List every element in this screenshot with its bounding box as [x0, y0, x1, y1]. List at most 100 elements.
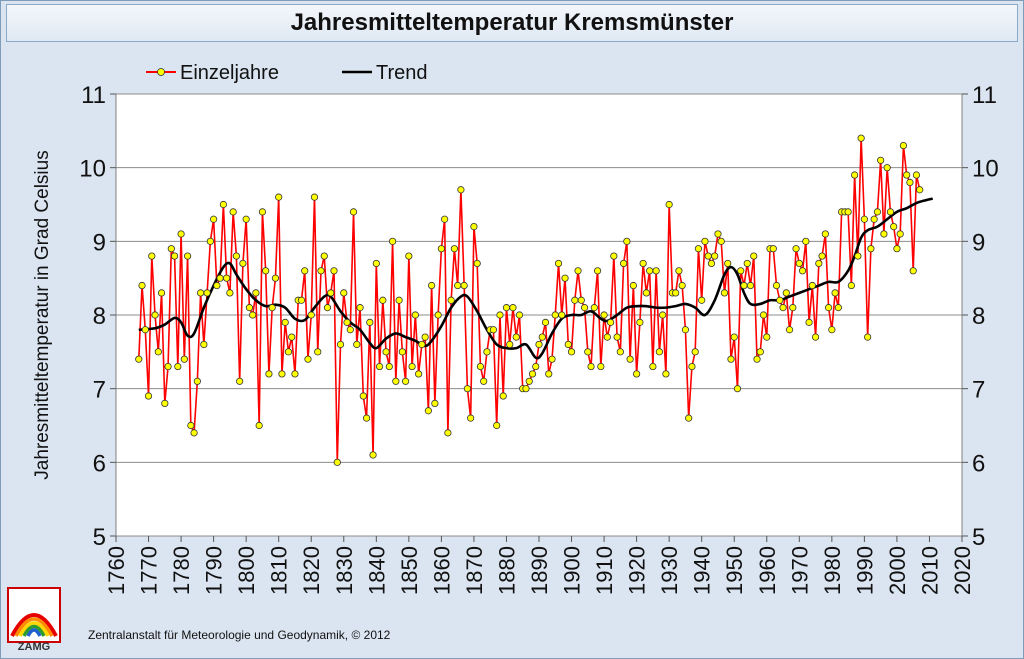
data-point	[408, 362, 416, 371]
data-point	[616, 348, 624, 356]
data-point	[890, 223, 898, 231]
data-point	[567, 348, 576, 356]
x-tick-label: 1850	[397, 546, 422, 595]
data-point	[779, 304, 787, 312]
data-point	[444, 429, 452, 437]
data-point	[454, 281, 462, 290]
data-point	[727, 355, 735, 363]
data-point	[587, 362, 595, 371]
data-point	[688, 362, 696, 371]
data-point	[405, 252, 413, 260]
data-point	[362, 414, 371, 422]
data-point	[236, 377, 244, 385]
legend-trend-label: Trend	[376, 62, 428, 84]
data-point	[177, 230, 185, 238]
data-point	[232, 252, 240, 260]
data-point	[190, 429, 198, 437]
data-point	[886, 208, 895, 216]
data-point	[356, 304, 364, 312]
data-point	[603, 333, 611, 341]
data-point	[483, 348, 491, 356]
y-tick-label-right: 9	[972, 229, 985, 256]
data-point	[629, 281, 637, 290]
data-point	[323, 304, 332, 312]
data-point	[333, 458, 341, 466]
data-point	[301, 267, 309, 275]
data-point	[854, 252, 862, 260]
y-tick-label-left: 9	[93, 229, 106, 256]
data-point	[314, 348, 322, 356]
data-point	[649, 362, 657, 371]
data-point	[763, 333, 771, 341]
data-point	[532, 362, 540, 371]
data-point	[633, 370, 641, 378]
data-point	[385, 362, 393, 371]
data-point	[672, 289, 680, 297]
data-point	[388, 237, 397, 245]
data-point	[636, 318, 644, 326]
x-tick-label: 1820	[299, 546, 324, 595]
data-point	[756, 348, 764, 356]
data-point	[336, 340, 345, 349]
data-point	[382, 348, 390, 356]
data-point	[167, 245, 175, 253]
data-point	[743, 259, 751, 268]
data-point	[340, 289, 348, 297]
data-point	[398, 348, 406, 356]
data-point	[213, 281, 221, 290]
data-point	[707, 259, 716, 268]
data-point	[197, 289, 205, 297]
data-point	[541, 318, 550, 326]
data-point	[441, 215, 449, 223]
data-point	[665, 200, 673, 209]
data-point	[759, 311, 768, 319]
data-point	[496, 311, 504, 319]
data-point	[655, 348, 663, 356]
x-tick-label: 1840	[364, 546, 389, 595]
data-point	[379, 296, 387, 304]
data-point	[551, 311, 559, 319]
data-point	[310, 193, 319, 201]
data-point	[772, 281, 781, 290]
x-tick-label: 1990	[852, 546, 877, 595]
data-point	[711, 252, 719, 260]
data-point	[821, 230, 829, 238]
x-tick-label: 1950	[722, 546, 747, 595]
data-point	[415, 370, 423, 378]
x-tick-label: 1870	[462, 546, 487, 595]
data-point	[834, 304, 842, 312]
data-point	[144, 392, 153, 400]
zamg-logo-text: ZAMG	[18, 641, 50, 652]
x-tick-label: 1910	[592, 546, 617, 595]
y-tick-label-left: 5	[93, 524, 106, 551]
data-point	[226, 289, 234, 297]
data-point	[564, 340, 572, 349]
x-tick-label: 1860	[429, 546, 454, 595]
data-point	[554, 259, 563, 268]
data-point	[870, 215, 878, 223]
data-point	[558, 311, 566, 319]
data-point	[203, 289, 211, 297]
data-point	[489, 326, 498, 334]
data-point	[606, 318, 615, 326]
data-point	[880, 230, 888, 238]
data-point	[200, 340, 208, 349]
x-tick-label: 1980	[820, 546, 845, 595]
data-point	[639, 259, 647, 268]
data-point	[278, 370, 286, 378]
data-point	[265, 370, 273, 378]
data-point	[590, 304, 598, 312]
y-tick-label-left: 10	[79, 156, 106, 183]
data-point	[174, 362, 182, 371]
data-point	[701, 237, 709, 245]
data-point	[304, 355, 312, 363]
data-point	[525, 377, 533, 385]
legend-einzeljahre-label: Einzeljahre	[180, 62, 279, 84]
data-point	[424, 407, 432, 415]
data-point	[499, 392, 507, 400]
x-tick-label: 1790	[202, 546, 227, 595]
data-point	[450, 245, 458, 253]
data-point	[785, 326, 794, 334]
x-tick-label: 1940	[690, 546, 715, 595]
y-tick-label-right: 5	[972, 524, 985, 551]
